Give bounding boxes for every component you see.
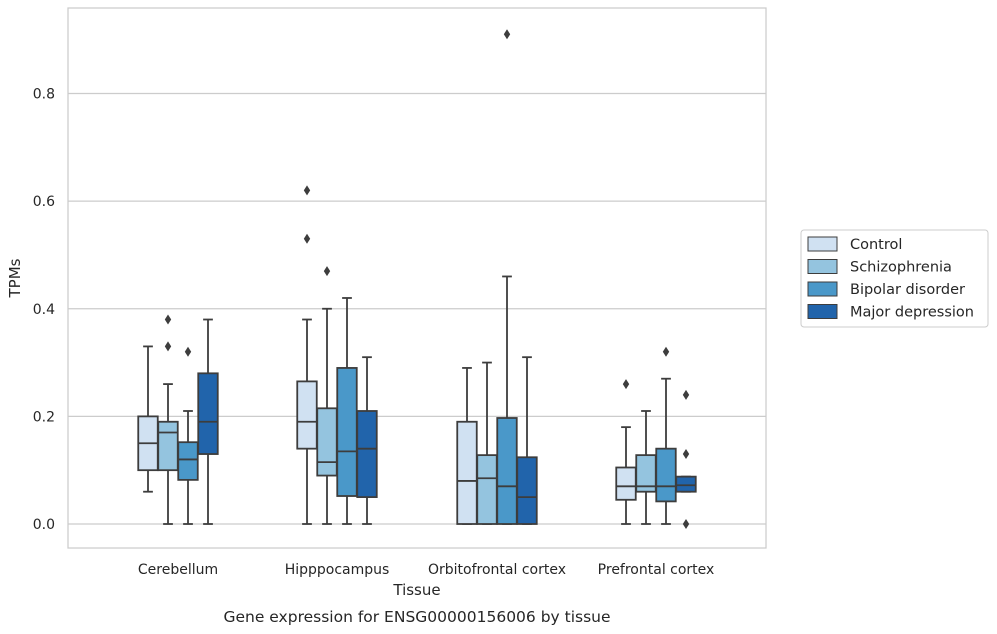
box-control [296, 185, 318, 525]
y-tick-labels: 0.0 0.2 0.4 0.6 0.8 [33, 87, 55, 534]
x-axis-label: Tissue [392, 581, 440, 599]
outlier-marker [164, 341, 172, 352]
y-tick-label: 0.0 [33, 517, 55, 533]
legend-label: Control [850, 237, 902, 253]
outlier-marker [164, 314, 172, 325]
box-major-depression [675, 389, 697, 529]
box-bipolar-disorder [336, 297, 358, 525]
legend-label: Major depression [850, 305, 974, 321]
outlier-marker [323, 266, 331, 277]
box [655, 447, 677, 503]
box [456, 420, 478, 525]
y-axis-label: TPMs [6, 258, 24, 298]
legend-frame [800, 229, 989, 328]
outlier-marker [682, 389, 690, 400]
box [316, 407, 338, 477]
box-schizophrenia [157, 314, 179, 525]
box-schizophrenia [476, 361, 498, 525]
legend-swatch [807, 236, 838, 252]
outlier-marker [682, 519, 690, 529]
box [615, 466, 637, 501]
y-tick-label: 0.8 [33, 87, 55, 103]
box-bipolar-disorder [655, 346, 677, 525]
box-bipolar-disorder [177, 346, 199, 525]
box [675, 475, 697, 493]
box [296, 380, 318, 450]
outlier-marker [503, 29, 511, 40]
box [336, 367, 358, 497]
box-control [456, 367, 478, 525]
box-schizophrenia [316, 266, 338, 525]
outlier-marker [622, 379, 630, 390]
box [157, 420, 179, 472]
legend-items: Control Schizophrenia Bipolar disorder Majo… [807, 236, 974, 321]
plot-frame [67, 7, 767, 549]
box [177, 441, 199, 481]
outlier-marker [184, 346, 192, 357]
outlier-marker [303, 185, 311, 196]
box-groups [137, 29, 697, 529]
legend-label: Bipolar disorder [850, 282, 965, 298]
box-major-depression [356, 356, 378, 525]
x-tick-label: Hipppocampus [285, 562, 390, 578]
box-control [615, 379, 637, 525]
x-tick-label: Cerebellum [138, 562, 218, 578]
y-tick-label: 0.6 [33, 194, 55, 210]
x-tick-label: Orbitofrontal cortex [428, 562, 566, 578]
box [516, 456, 538, 525]
box [496, 417, 518, 525]
legend-label: Schizophrenia [850, 260, 952, 276]
box-schizophrenia [635, 410, 657, 525]
x-tick-labels: Cerebellum Hipppocampus Orbitofrontal cort… [138, 562, 714, 578]
box [476, 454, 498, 525]
x-tick-label: Prefrontal cortex [598, 562, 715, 578]
box [197, 372, 219, 455]
legend-swatch [807, 259, 838, 274]
chart-caption: Gene expression for ENSG00000156006 by t… [223, 608, 610, 626]
y-tick-label: 0.4 [33, 302, 55, 318]
legend: Control Schizophrenia Bipolar disorder Majo… [800, 229, 989, 328]
box-major-depression [197, 318, 219, 525]
box-control [137, 345, 159, 493]
outlier-marker [662, 346, 670, 357]
box-major-depression [516, 356, 538, 525]
box-bipolar-disorder [496, 29, 518, 525]
outlier-marker [303, 233, 311, 244]
legend-swatch [807, 281, 838, 297]
box [356, 410, 378, 498]
legend-swatch [807, 304, 838, 319]
y-tick-label: 0.2 [33, 409, 55, 425]
outlier-marker [682, 449, 690, 460]
